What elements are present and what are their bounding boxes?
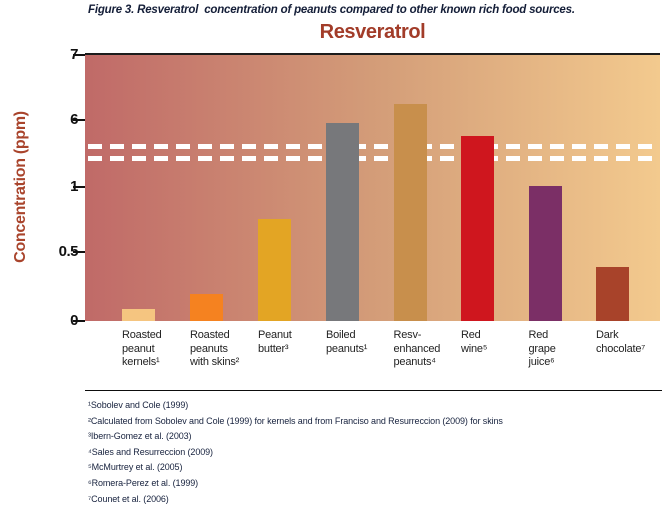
axis-break-dashed-line-top bbox=[88, 144, 655, 149]
category-label: Roasted peanut kernels¹ bbox=[122, 329, 162, 368]
y-axis-label: Concentration (ppm) bbox=[12, 111, 29, 263]
y-tick-mark bbox=[73, 119, 85, 121]
bar bbox=[596, 267, 629, 321]
bar bbox=[326, 123, 359, 321]
y-tick-label: 0.5 bbox=[58, 243, 79, 260]
footnotes: ¹Sobolev and Cole (1999) ²Calculated from… bbox=[88, 398, 503, 507]
category-label: Resv- enhanced peanuts⁴ bbox=[393, 329, 441, 368]
footnote-line: ³Ibern-Gomez et al. (2003) bbox=[88, 431, 192, 442]
category-label: Red wine⁵ bbox=[461, 329, 488, 355]
chart-title: Resveratrol bbox=[319, 21, 426, 43]
plot-area bbox=[85, 53, 660, 321]
y-tick-mark bbox=[73, 54, 85, 56]
bar bbox=[190, 294, 223, 321]
bar bbox=[258, 219, 291, 321]
y-tick-mark bbox=[73, 186, 85, 188]
footnote-line: ⁴Sales and Resurreccion (2009) bbox=[88, 446, 213, 457]
footnote-line: ⁷Counet et al. (2006) bbox=[88, 493, 169, 504]
axis-break-dashed-line-bottom bbox=[88, 156, 655, 161]
bar bbox=[393, 103, 427, 321]
category-label: Dark chocolate⁷ bbox=[596, 329, 646, 355]
y-tick-mark bbox=[73, 251, 85, 253]
footnote-line: ²Calculated from Sobolev and Cole (1999)… bbox=[88, 415, 503, 426]
category-label: Roasted peanuts with skins² bbox=[190, 329, 240, 368]
footnote-separator-line bbox=[85, 390, 662, 391]
footnote-line: ⁶Romera-Perez et al. (1999) bbox=[88, 477, 199, 488]
y-tick-mark bbox=[73, 320, 85, 322]
figure-caption: Figure 3. Resveratrol concentration of p… bbox=[88, 4, 575, 16]
category-label: Peanut butter³ bbox=[258, 329, 292, 355]
category-label: Boiled peanuts¹ bbox=[326, 329, 368, 355]
bar bbox=[528, 185, 562, 321]
bar bbox=[461, 136, 494, 321]
category-label: Red grape juice⁶ bbox=[528, 329, 556, 368]
bar bbox=[122, 308, 155, 321]
footnote-line: ¹Sobolev and Cole (1999) bbox=[88, 400, 189, 410]
footnote-line: ⁵McMurtrey et al. (2005) bbox=[88, 462, 183, 473]
